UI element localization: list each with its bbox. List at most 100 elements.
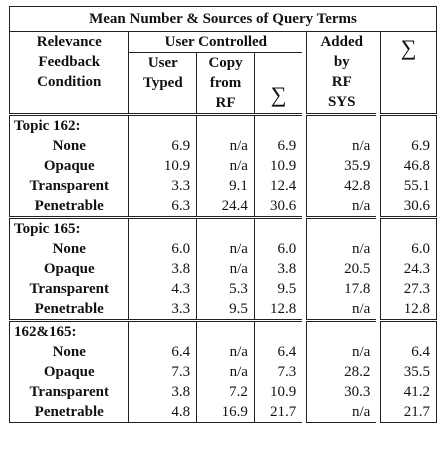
sum-user-cell: 21.7 [253, 402, 303, 423]
sum-total-cell: 35.5 [380, 362, 437, 382]
copy-from-rf-cell: 9.5 [196, 299, 255, 321]
added-by-rf-cell: 30.3 [306, 382, 377, 402]
table-row: Transparent 3.8 7.2 10.9 30.3 41.2 [8, 382, 437, 402]
condition-cell: Penetrable [8, 402, 130, 423]
condition-cell: Transparent [8, 176, 130, 196]
user-typed-cell: 3.8 [128, 382, 197, 402]
header-sum-user: ∑ [253, 52, 303, 115]
copy-from-rf-cell: n/a [196, 362, 255, 382]
user-typed-cell: 4.8 [128, 402, 197, 423]
title-row: Mean Number & Sources of Query Terms [9, 6, 437, 32]
sum-user-cell: 12.4 [253, 176, 303, 196]
copy-from-rf-cell: n/a [196, 136, 255, 156]
header-added-line3: RF [331, 74, 352, 90]
copy-from-rf-cell: 16.9 [196, 402, 255, 423]
sum-total-cell: 12.8 [380, 299, 437, 321]
sum-total-cell: 6.4 [380, 342, 437, 362]
sum-user-cell: 9.5 [253, 279, 303, 299]
table-title: Mean Number & Sources of Query Terms [9, 6, 437, 32]
section-label-row: 162&165: [8, 319, 437, 342]
sum-total-cell: 6.9 [380, 136, 437, 156]
header-user-typed-line2: Typed [142, 75, 183, 91]
added-by-rf-cell: n/a [306, 196, 377, 218]
header-added-line1: Added [320, 34, 363, 50]
table-row: Transparent 3.3 9.1 12.4 42.8 55.1 [8, 176, 437, 196]
condition-cell: Opaque [8, 259, 130, 279]
sum-user-cell: 12.8 [253, 299, 303, 321]
header-condition-line2: Feedback [38, 54, 101, 70]
table-row: Penetrable 4.8 16.9 21.7 n/a 21.7 [8, 402, 437, 423]
user-typed-cell: 6.0 [128, 239, 197, 259]
table-row: Penetrable 6.3 24.4 30.6 n/a 30.6 [8, 196, 437, 218]
table-row: Opaque 3.8 n/a 3.8 20.5 24.3 [8, 259, 437, 279]
condition-cell: None [8, 239, 130, 259]
copy-from-rf-cell: 7.2 [196, 382, 255, 402]
section-label: Topic 162: [8, 113, 130, 136]
sum-total-cell: 30.6 [380, 196, 437, 218]
sum-user-cell: 3.8 [253, 259, 303, 279]
header-added-line4: SYS [327, 94, 356, 110]
copy-from-rf-cell: n/a [196, 156, 255, 176]
table-row: Opaque 10.9 n/a 10.9 35.9 46.8 [8, 156, 437, 176]
added-by-rf-cell: 20.5 [306, 259, 377, 279]
sum-user-cell: 10.9 [253, 156, 303, 176]
header-sum-total: ∑ [380, 31, 437, 115]
condition-cell: None [8, 136, 130, 156]
added-by-rf-cell: n/a [306, 402, 377, 423]
user-typed-cell: 3.3 [128, 176, 197, 196]
sum-user-cell: 6.9 [253, 136, 303, 156]
sum-total-cell: 41.2 [380, 382, 437, 402]
header-condition: Relevance Feedback Condition [8, 31, 130, 115]
copy-from-rf-cell: 9.1 [196, 176, 255, 196]
added-by-rf-cell: n/a [306, 299, 377, 321]
sum-total-cell: 46.8 [380, 156, 437, 176]
user-typed-cell: 10.9 [128, 156, 197, 176]
sum-user-cell: 6.0 [253, 239, 303, 259]
header-copy-line1: Copy [208, 55, 243, 71]
condition-cell: Transparent [8, 279, 130, 299]
user-typed-cell: 6.4 [128, 342, 197, 362]
sum-total-cell: 24.3 [380, 259, 437, 279]
header-condition-line3: Condition [37, 74, 102, 90]
sum-user-cell: 6.4 [253, 342, 303, 362]
header-copy-line3: RF [215, 95, 236, 111]
header-user-typed: User Typed [128, 52, 197, 115]
sum-user-cell: 30.6 [253, 196, 303, 218]
copy-from-rf-cell: n/a [196, 239, 255, 259]
table-row: Transparent 4.3 5.3 9.5 17.8 27.3 [8, 279, 437, 299]
condition-cell: None [8, 342, 130, 362]
user-typed-cell: 4.3 [128, 279, 197, 299]
added-by-rf-cell: 17.8 [306, 279, 377, 299]
condition-cell: Transparent [8, 382, 130, 402]
section-label: 162&165: [8, 319, 130, 342]
added-by-rf-cell: n/a [306, 239, 377, 259]
added-by-rf-cell: 42.8 [306, 176, 377, 196]
user-typed-cell: 6.3 [128, 196, 197, 218]
sum-total-cell: 27.3 [380, 279, 437, 299]
copy-from-rf-cell: n/a [196, 342, 255, 362]
user-typed-cell: 3.8 [128, 259, 197, 279]
table-row: Penetrable 3.3 9.5 12.8 n/a 12.8 [8, 299, 437, 321]
condition-cell: Opaque [8, 156, 130, 176]
header-user-controlled: User Controlled [164, 34, 268, 50]
header-row-1: Relevance Feedback Condition User Contro… [8, 31, 437, 115]
added-by-rf-cell: n/a [306, 342, 377, 362]
table-row: None 6.9 n/a 6.9 n/a 6.9 [8, 136, 437, 156]
user-typed-cell: 3.3 [128, 299, 197, 321]
table-row: None 6.0 n/a 6.0 n/a 6.0 [8, 239, 437, 259]
header-copy-line2: from [209, 75, 242, 91]
sum-total-cell: 21.7 [380, 402, 437, 423]
header-user-typed-line1: User [147, 55, 178, 71]
query-terms-table: Mean Number & Sources of Query Terms Rel… [8, 6, 437, 423]
copy-from-rf-cell: n/a [196, 259, 255, 279]
sum-total-cell: 6.0 [380, 239, 437, 259]
header-added-by-rf-sys: Added by RF SYS [306, 31, 377, 115]
added-by-rf-cell: 28.2 [306, 362, 377, 382]
added-by-rf-cell: n/a [306, 136, 377, 156]
table-row: None 6.4 n/a 6.4 n/a 6.4 [8, 342, 437, 362]
copy-from-rf-cell: 24.4 [196, 196, 255, 218]
query-terms-table-container: Mean Number & Sources of Query Terms Rel… [8, 6, 437, 423]
condition-cell: Opaque [8, 362, 130, 382]
sum-user-cell: 10.9 [253, 382, 303, 402]
condition-cell: Penetrable [8, 299, 130, 321]
